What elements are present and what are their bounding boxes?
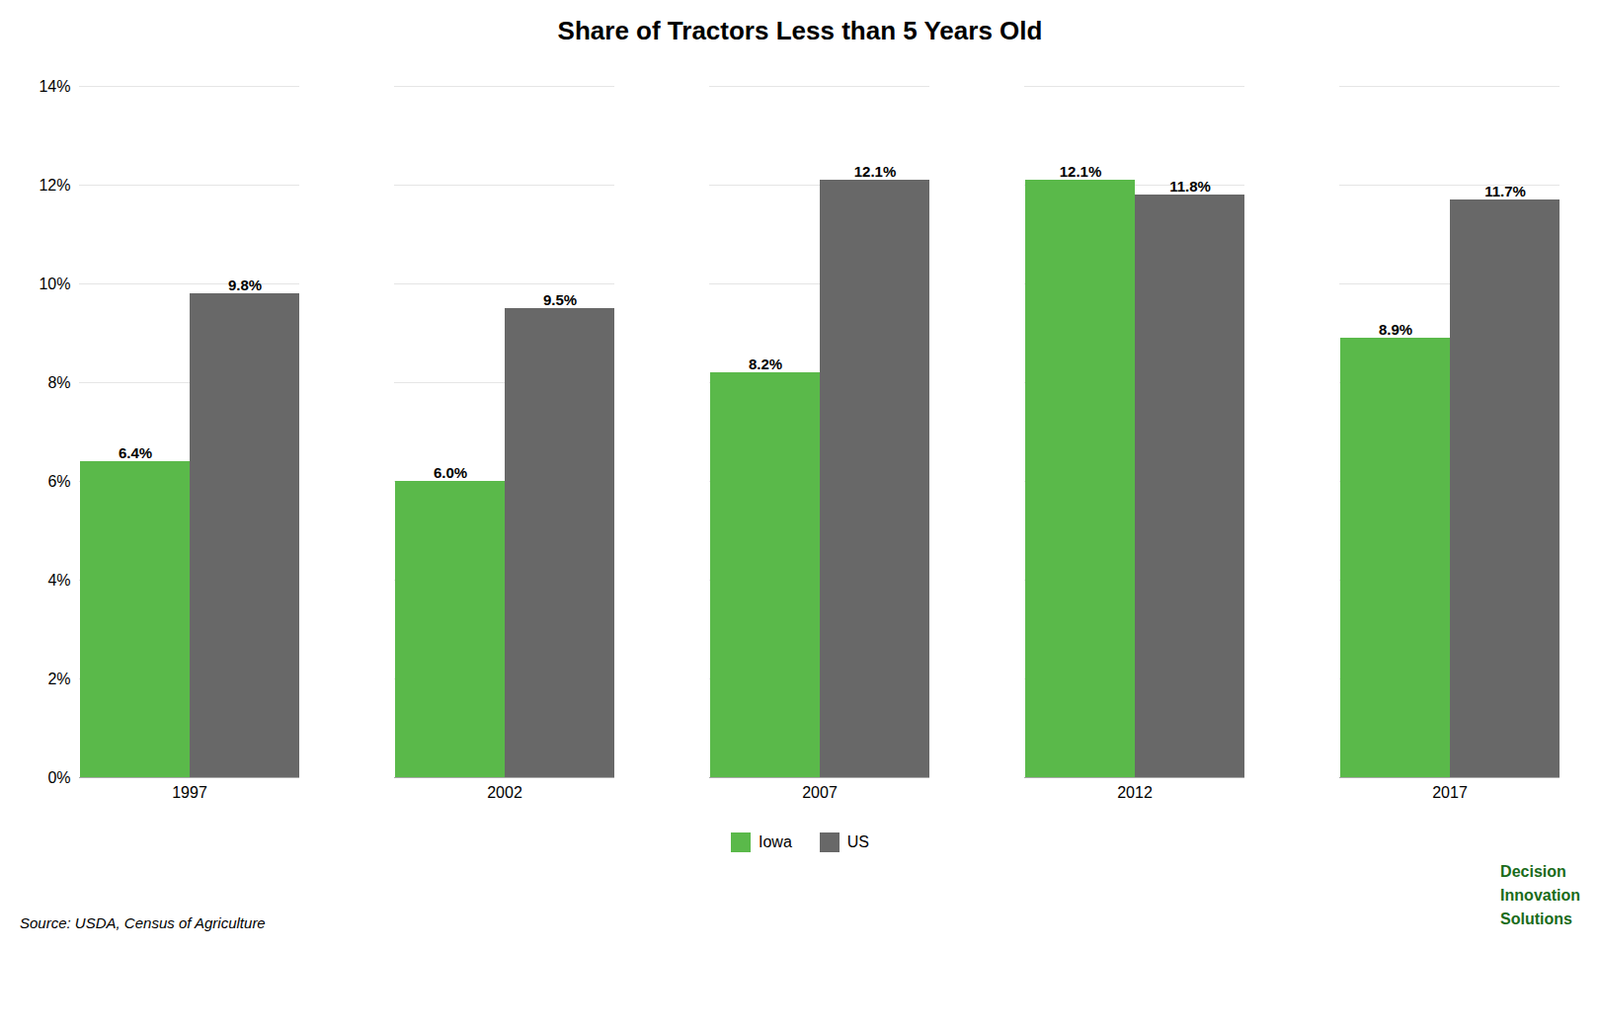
svg-text:0%: 0%: [47, 769, 71, 787]
svg-text:11.7%: 11.7%: [1484, 182, 1526, 200]
svg-text:8.9%: 8.9%: [1378, 320, 1413, 338]
html-text:Decision Innovation Solutions: Decision Innovation Solutions: [1500, 863, 1581, 928]
svg-text:12.1%: 12.1%: [1059, 162, 1103, 180]
html-text:Source: USDA, Census of Agricu: Source: USDA, Census of Agriculture: [19, 914, 266, 932]
svg-text:14%: 14%: [38, 78, 71, 95]
html-text:Iowa: Iowa: [758, 833, 792, 851]
svg-text:8.2%: 8.2%: [748, 355, 783, 373]
svg-text:2017: 2017: [1432, 784, 1468, 801]
svg-text:2002: 2002: [486, 784, 523, 801]
svg-text:11.8%: 11.8%: [1169, 177, 1211, 195]
svg-text:2007: 2007: [801, 784, 838, 801]
html-text:Share of Tractors Less than 5: Share of Tractors Less than 5 Years Old: [557, 15, 1043, 46]
html-text:US: US: [847, 833, 870, 851]
svg-text:6.4%: 6.4%: [118, 444, 153, 462]
svg-text:2%: 2%: [47, 670, 71, 688]
svg-text:10%: 10%: [38, 275, 71, 293]
svg-text:6%: 6%: [47, 473, 71, 490]
svg-text:4%: 4%: [47, 571, 71, 589]
svg-text:1997: 1997: [171, 784, 208, 801]
svg-text:9.5%: 9.5%: [543, 291, 577, 309]
svg-text:9.8%: 9.8%: [228, 276, 262, 294]
svg-text:6.0%: 6.0%: [433, 464, 468, 481]
svg-text:12%: 12%: [38, 176, 71, 194]
svg-text:12.1%: 12.1%: [854, 162, 897, 180]
svg-text:2012: 2012: [1117, 784, 1153, 801]
svg-text:8%: 8%: [47, 374, 71, 392]
